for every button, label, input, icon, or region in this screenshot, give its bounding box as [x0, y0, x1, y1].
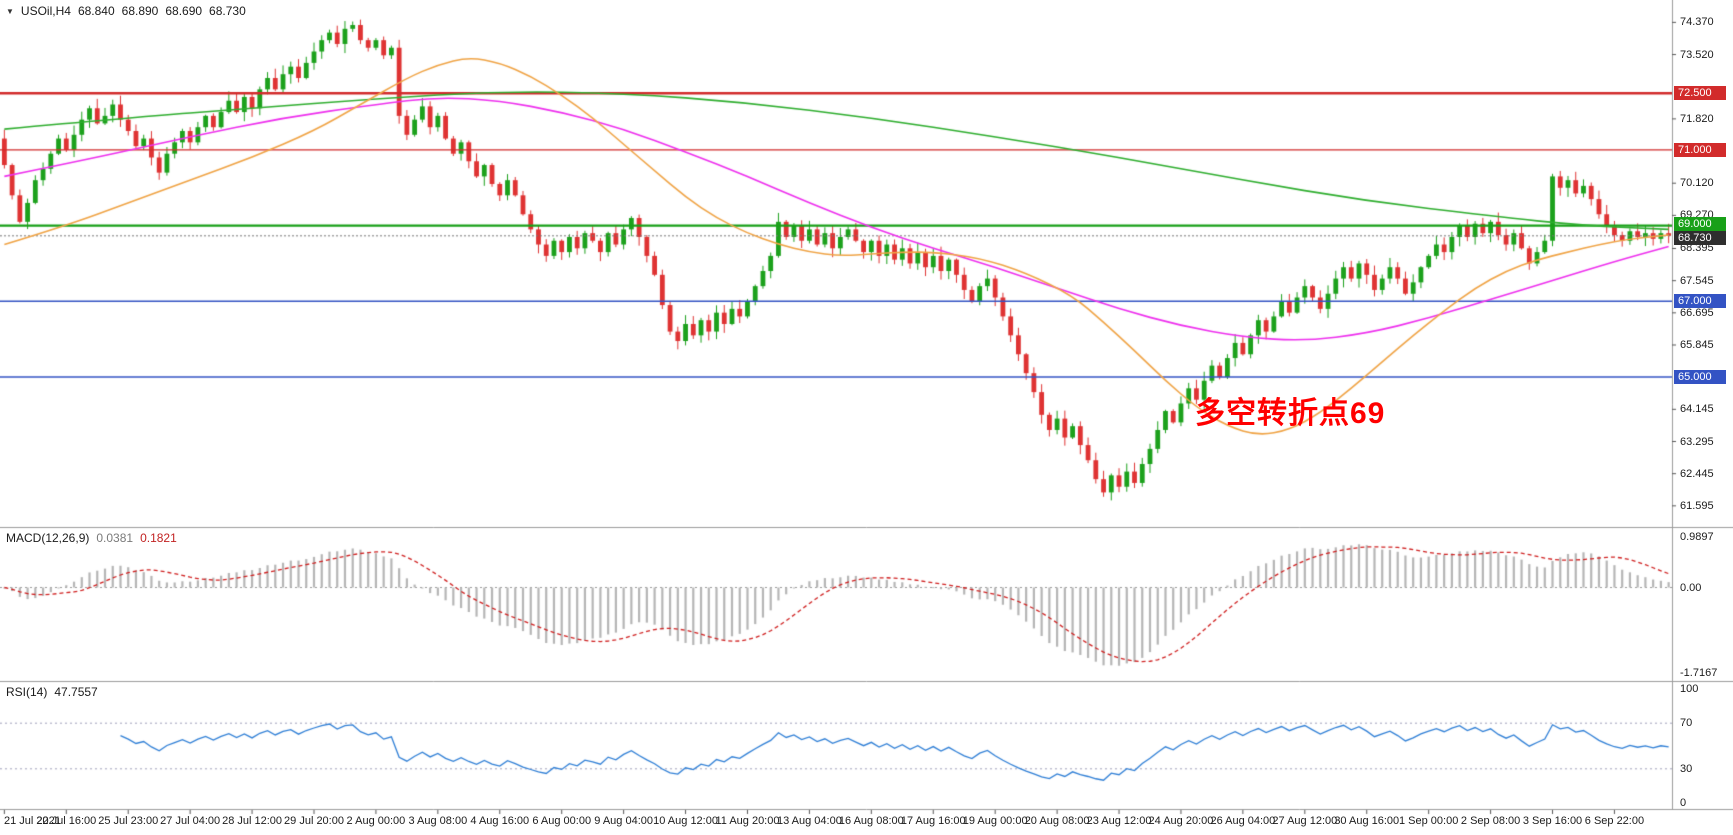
time-axis-label: 6 Sep 22:00 — [1584, 815, 1645, 827]
price-level-tag: 65.000 — [1674, 369, 1726, 384]
time-axis-label: 9 Aug 04:00 — [594, 815, 653, 827]
time-axis-label: 3 Aug 08:00 — [408, 815, 468, 827]
rsi-name: RSI(14) — [6, 685, 48, 699]
time-axis-label: 1 Sep 00:00 — [1398, 815, 1459, 827]
time-axis-label: 3 Sep 16:00 — [1522, 815, 1583, 827]
time-axis-label: 24 Aug 20:00 — [1148, 815, 1214, 827]
macd-hist-value: 0.0381 — [96, 531, 134, 545]
rsi-tick-label: 0 — [1680, 797, 1687, 809]
price-tick-label: 73.520 — [1680, 48, 1714, 61]
price-tick-label: 64.145 — [1680, 403, 1714, 416]
annotation-text: 多空转折点69 — [1195, 397, 1386, 430]
time-axis-label: 13 Aug 04:00 — [776, 815, 842, 827]
time-axis-label: 17 Aug 16:00 — [900, 815, 966, 827]
time-axis-label: 26 Aug 04:00 — [1210, 815, 1276, 827]
price-tick-label: 68.395 — [1680, 242, 1714, 255]
low-value: 68.690 — [165, 4, 203, 18]
price-tick-label: 61.595 — [1680, 499, 1714, 512]
macd-tick-label: 0.9897 — [1680, 531, 1714, 543]
price-level-tag: 67.000 — [1674, 294, 1726, 309]
rsi-indicator-label: RSI(14) 47.7557 — [6, 685, 98, 699]
macd-name: MACD(12,26,9) — [6, 531, 90, 545]
open-value: 68.840 — [77, 4, 115, 18]
macd-signal-value: 0.1821 — [140, 531, 177, 545]
price-tick-label: 63.295 — [1680, 435, 1714, 448]
chart-title: ▼ USOil,H4 68.840 68.890 68.690 68.730 — [6, 4, 246, 18]
time-axis-label: 11 Aug 20:00 — [715, 815, 780, 827]
time-axis-label: 22 Jul 16:00 — [36, 815, 97, 827]
high-value: 68.890 — [121, 4, 159, 18]
time-axis-label: 2 Aug 00:00 — [346, 815, 406, 827]
macd-indicator-label: MACD(12,26,9) 0.0381 0.1821 — [6, 531, 177, 545]
rsi-value: 47.7557 — [54, 685, 98, 699]
time-axis-label: 28 Jul 12:00 — [222, 815, 283, 827]
rsi-tick-label: 70 — [1680, 717, 1693, 730]
time-axis-label: 16 Aug 08:00 — [838, 815, 904, 827]
price-tick-label: 65.845 — [1680, 338, 1714, 351]
current-price-tag: 68.730 — [1674, 230, 1726, 245]
price-tick-label: 70.120 — [1680, 177, 1714, 190]
time-axis-label: 27 Jul 04:00 — [160, 815, 221, 827]
price-tick-label: 62.445 — [1680, 467, 1714, 480]
time-axis-label: 20 Aug 08:00 — [1024, 815, 1090, 827]
price-level-tag: 69.000 — [1674, 216, 1726, 231]
rsi-tick-label: 100 — [1680, 683, 1699, 695]
macd-tick-label: -1.7167 — [1680, 667, 1718, 679]
time-axis-label: 19 Aug 00:00 — [962, 815, 1028, 827]
symbol-timeframe-label: USOil,H4 — [20, 4, 71, 18]
time-axis-label: 23 Aug 12:00 — [1086, 815, 1152, 827]
time-axis-label: 6 Aug 00:00 — [532, 815, 592, 827]
time-axis-label: 2 Sep 08:00 — [1460, 815, 1521, 827]
close-value: 68.730 — [209, 4, 246, 18]
time-axis-label: 4 Aug 16:00 — [470, 815, 530, 827]
price-level-tag: 72.500 — [1674, 86, 1726, 101]
time-axis-label: 27 Aug 12:00 — [1272, 815, 1338, 827]
price-tick-label: 67.545 — [1680, 274, 1714, 287]
price-tick-label: 74.370 — [1680, 16, 1714, 29]
time-axis-label: 21 Jul 2021 — [4, 815, 61, 827]
time-axis-label: 30 Aug 16:00 — [1334, 815, 1400, 827]
price-level-tag: 71.000 — [1674, 142, 1726, 157]
rsi-tick-label: 30 — [1680, 762, 1693, 775]
time-axis-label: 25 Jul 23:00 — [98, 815, 159, 827]
symbol-dropdown-triangle-icon[interactable]: ▼ — [6, 6, 14, 16]
time-axis-label: 10 Aug 12:00 — [653, 815, 718, 827]
price-tick-label: 66.695 — [1680, 306, 1714, 319]
macd-tick-label: 0.00 — [1680, 581, 1702, 594]
time-axis-label: 29 Jul 20:00 — [284, 815, 344, 827]
price-tick-label: 71.820 — [1680, 112, 1714, 125]
